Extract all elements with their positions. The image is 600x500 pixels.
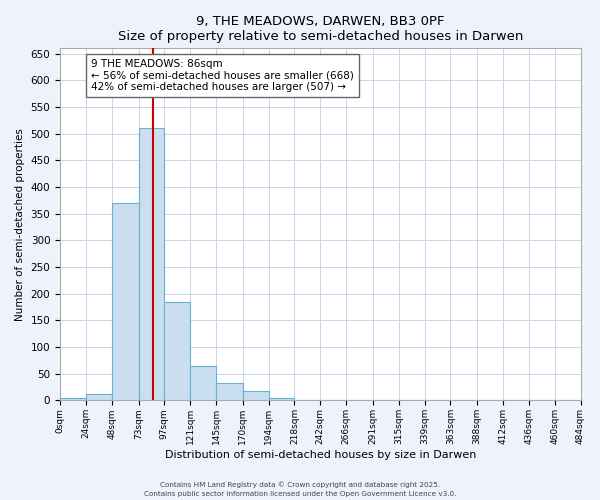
Bar: [112, 203, 139, 400]
Bar: [139, 128, 164, 400]
X-axis label: Distribution of semi-detached houses by size in Darwen: Distribution of semi-detached houses by …: [164, 450, 476, 460]
Bar: [60, 398, 86, 400]
Title: 9, THE MEADOWS, DARWEN, BB3 0PF
Size of property relative to semi-detached house: 9, THE MEADOWS, DARWEN, BB3 0PF Size of …: [118, 15, 523, 43]
Bar: [269, 398, 295, 400]
Bar: [216, 384, 243, 400]
Bar: [243, 392, 269, 400]
Bar: [86, 394, 112, 400]
Text: Contains HM Land Registry data © Crown copyright and database right 2025.: Contains HM Land Registry data © Crown c…: [160, 482, 440, 488]
Text: 9 THE MEADOWS: 86sqm
← 56% of semi-detached houses are smaller (668)
42% of semi: 9 THE MEADOWS: 86sqm ← 56% of semi-detac…: [91, 59, 354, 92]
Bar: [164, 302, 190, 400]
Y-axis label: Number of semi-detached properties: Number of semi-detached properties: [15, 128, 25, 321]
Bar: [190, 366, 216, 400]
Text: Contains public sector information licensed under the Open Government Licence v3: Contains public sector information licen…: [144, 491, 456, 497]
